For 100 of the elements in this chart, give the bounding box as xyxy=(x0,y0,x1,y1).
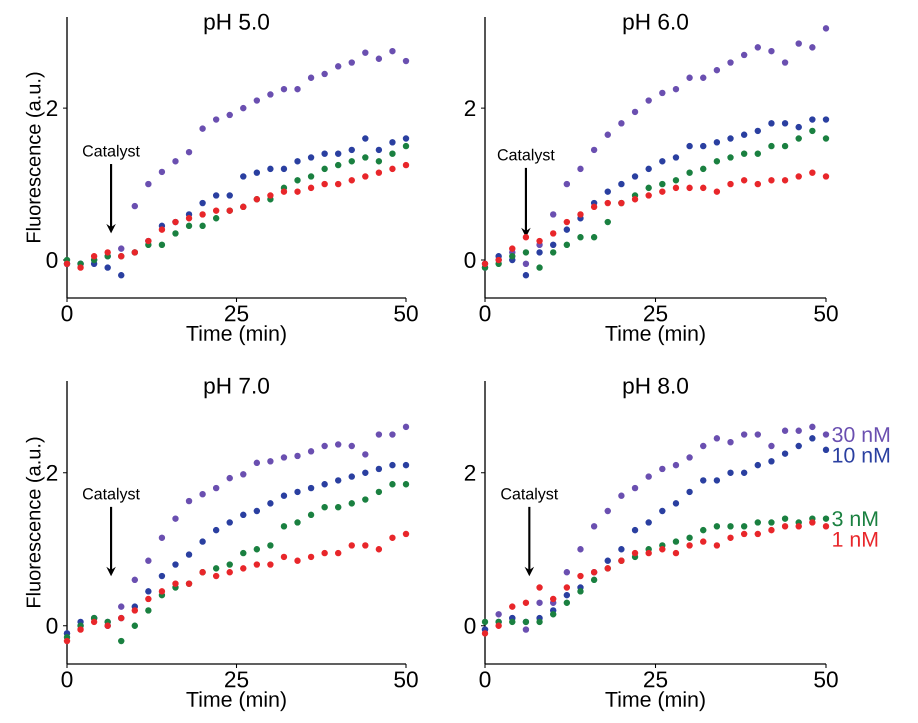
point xyxy=(118,245,124,252)
point xyxy=(132,202,138,210)
y-axis-title: Fluorescence (a.u.) xyxy=(26,72,45,242)
point xyxy=(822,135,830,142)
point xyxy=(294,519,301,526)
point xyxy=(522,234,530,240)
point xyxy=(740,523,748,530)
point xyxy=(659,508,666,514)
point xyxy=(768,120,775,127)
point xyxy=(199,538,206,545)
point xyxy=(267,458,274,465)
point xyxy=(686,74,693,81)
point xyxy=(768,142,775,150)
point xyxy=(822,523,830,530)
point xyxy=(104,249,111,256)
point xyxy=(740,132,748,138)
point xyxy=(212,215,220,222)
point xyxy=(632,484,638,492)
point xyxy=(64,638,70,644)
point xyxy=(158,572,166,580)
point xyxy=(280,188,288,195)
point xyxy=(618,492,625,499)
point xyxy=(321,166,328,172)
point xyxy=(796,135,802,142)
x-tick-label: 25 xyxy=(644,671,668,688)
point xyxy=(294,188,301,195)
point xyxy=(321,70,328,78)
point xyxy=(212,116,220,123)
point xyxy=(822,25,830,32)
point xyxy=(376,146,382,154)
point xyxy=(482,618,488,626)
point xyxy=(348,158,355,164)
point xyxy=(132,607,138,614)
point xyxy=(754,180,761,188)
point xyxy=(482,630,488,637)
point xyxy=(700,442,706,450)
x-tick-label: 0 xyxy=(62,671,72,688)
point xyxy=(402,481,410,488)
point xyxy=(727,154,734,161)
point xyxy=(714,542,720,549)
point xyxy=(686,534,693,541)
chart-title: pH 6.0 xyxy=(624,14,688,34)
point xyxy=(809,424,816,430)
annotation: Catalyst xyxy=(82,488,140,503)
point xyxy=(714,158,720,164)
point xyxy=(294,452,301,460)
point xyxy=(672,184,680,192)
point xyxy=(618,120,625,127)
point xyxy=(199,200,206,206)
point xyxy=(672,538,680,545)
point xyxy=(522,600,530,606)
x-axis-title: Time (min) xyxy=(605,325,705,346)
point xyxy=(348,146,355,154)
point xyxy=(754,431,761,438)
point xyxy=(294,488,301,496)
point xyxy=(348,500,355,507)
point xyxy=(768,526,775,534)
y-tick-label: 0 xyxy=(46,618,58,634)
point xyxy=(714,188,720,195)
point xyxy=(782,120,788,127)
point xyxy=(727,59,734,66)
point xyxy=(132,622,138,629)
point xyxy=(536,238,543,244)
point xyxy=(362,451,369,458)
point xyxy=(645,184,652,192)
point xyxy=(77,264,84,271)
point xyxy=(294,177,301,184)
point xyxy=(536,249,543,256)
point xyxy=(104,264,111,271)
point xyxy=(226,192,233,199)
point xyxy=(402,530,410,538)
point xyxy=(335,550,342,556)
point xyxy=(604,508,611,514)
point xyxy=(212,572,220,580)
x-tick-label: 25 xyxy=(225,671,248,688)
point xyxy=(321,150,328,157)
series-label: 1 nM xyxy=(833,532,878,547)
point xyxy=(389,481,396,488)
point xyxy=(659,158,666,164)
point xyxy=(240,104,246,112)
point xyxy=(564,226,570,233)
point xyxy=(700,477,706,484)
point xyxy=(212,484,220,492)
point xyxy=(550,242,556,248)
point xyxy=(226,474,233,482)
point xyxy=(212,207,220,214)
point xyxy=(822,515,830,522)
point xyxy=(645,519,652,526)
point xyxy=(308,512,314,518)
point xyxy=(240,565,246,572)
point xyxy=(550,596,556,602)
point xyxy=(348,442,355,450)
point xyxy=(376,169,382,176)
point xyxy=(740,470,748,476)
point xyxy=(335,150,342,157)
annotation: Catalyst xyxy=(82,144,140,160)
point xyxy=(659,90,666,96)
point xyxy=(321,481,328,488)
point xyxy=(727,470,734,476)
y-tick-label: 2 xyxy=(464,464,476,481)
